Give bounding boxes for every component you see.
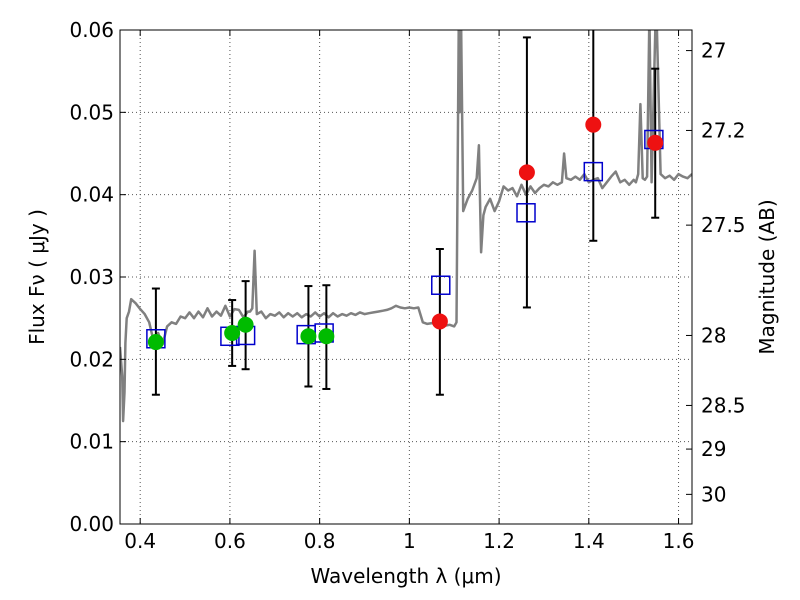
model-photometry-box [583, 161, 604, 182]
y-tick-label: 0.04 [69, 183, 114, 207]
y-tick-label: 0.00 [69, 512, 114, 536]
grid-lines [120, 29, 692, 525]
green-data-point [147, 334, 164, 351]
right-tick-label: 27.5 [701, 213, 746, 237]
model-photometry-box [516, 203, 536, 223]
right-tick-label: 28.5 [701, 393, 746, 417]
y-tick-label: 0.06 [69, 18, 114, 42]
model-photometry-boxes [146, 129, 664, 349]
y-tick-label: 0.01 [69, 430, 114, 454]
right-tick-label: 29 [701, 437, 726, 461]
x-tick-label: 1.4 [573, 529, 605, 553]
red-data-point [585, 116, 602, 133]
x-tick-label: 1 [403, 529, 416, 553]
x-axis-ticks: 0.4 0.6 0.8 1 1.2 1.4 1.6 [124, 30, 694, 553]
green-data-point [300, 328, 317, 345]
x-axis-title: Wavelength λ (μm) [310, 564, 501, 588]
y-tick-label: 0.03 [69, 265, 114, 289]
right-tick-label: 30 [701, 482, 726, 506]
green-data-point [237, 316, 254, 333]
x-tick-label: 1.2 [483, 529, 515, 553]
x-tick-label: 0.6 [214, 529, 246, 553]
model-spectrum-line [120, 30, 692, 423]
error-bars [151, 30, 660, 396]
plot-frame [119, 29, 693, 525]
model-photometry-box [431, 275, 451, 295]
y-axis-title: Flux Fν ( μJy ) [25, 209, 49, 345]
red-data-point [647, 134, 664, 151]
y-tick-label: 0.02 [69, 347, 114, 371]
model-spectrum [120, 30, 692, 423]
y-axis-ticks: 0.00 0.01 0.02 0.03 0.04 0.05 0.06 [69, 18, 126, 536]
right-axis-title: Magnitude (AB) [755, 199, 779, 354]
green-data-point [224, 324, 241, 341]
green-data-point [318, 328, 335, 345]
red-data-point [518, 164, 535, 181]
right-tick-label: 27.2 [701, 118, 746, 142]
right-tick-label: 27 [701, 39, 726, 63]
right-tick-label: 28 [701, 323, 726, 347]
x-tick-label: 1.6 [663, 529, 695, 553]
red-data-point [431, 313, 448, 330]
x-tick-label: 0.8 [304, 529, 336, 553]
x-tick-label: 0.4 [124, 529, 156, 553]
right-axis-ticks: 27 27.2 27.5 28 28.5 29 30 [686, 39, 746, 506]
y-tick-label: 0.05 [69, 100, 114, 124]
observed-photometry-points [147, 116, 664, 351]
